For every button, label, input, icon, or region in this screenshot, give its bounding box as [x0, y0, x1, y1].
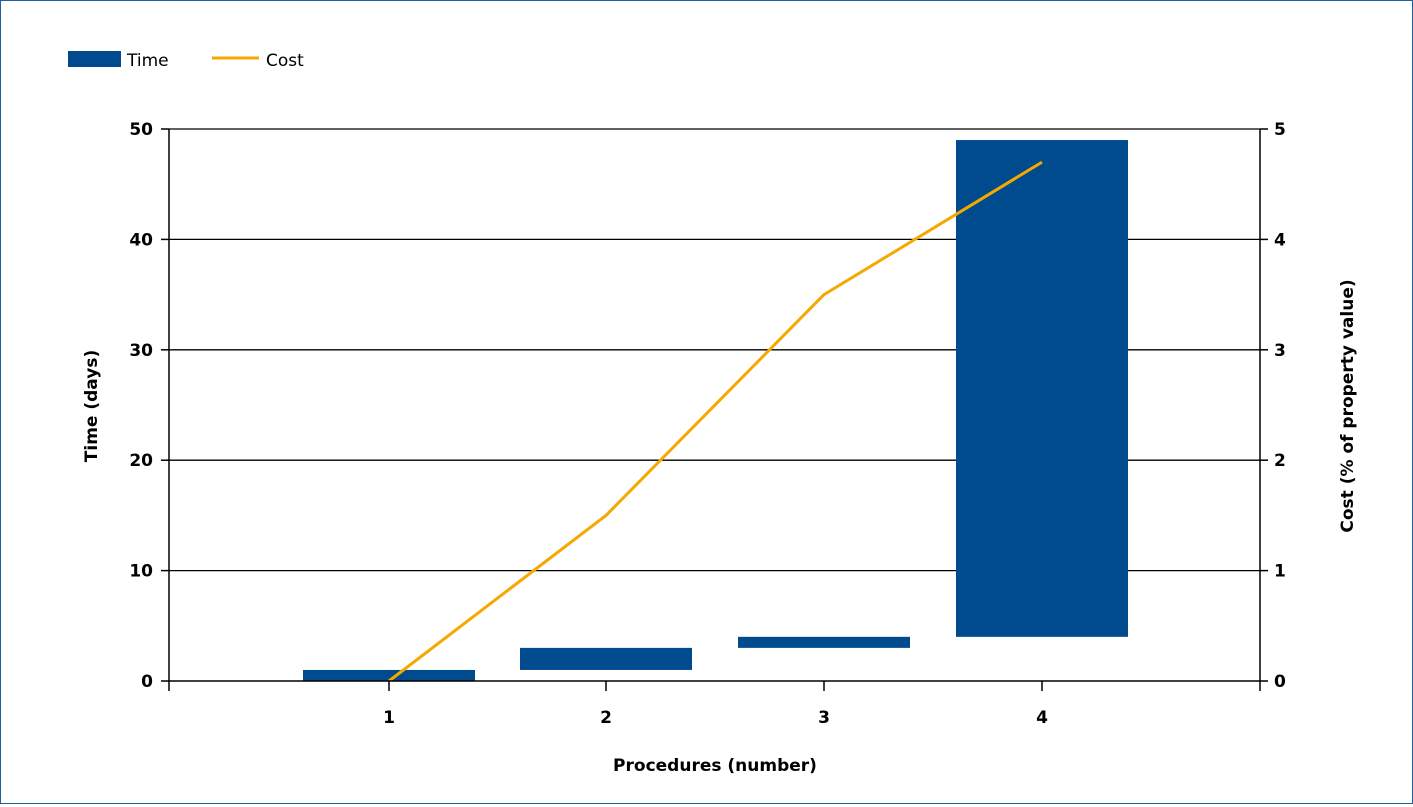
y-tick-label: 20	[129, 451, 153, 471]
time-bar	[520, 647, 692, 670]
axes	[161, 128, 1268, 691]
y2-tick-label: 1	[1274, 562, 1286, 582]
x-tick-label: 2	[600, 708, 612, 728]
legend-label-cost: Cost	[266, 51, 304, 71]
time-bar	[303, 669, 475, 681]
y-tick-label: 40	[129, 230, 153, 250]
x-axis-title: Procedures (number)	[613, 756, 817, 776]
time-bars	[303, 140, 1128, 681]
legend: Time Cost	[68, 51, 304, 71]
y2-tick-label: 4	[1274, 230, 1286, 250]
y-tick-label: 10	[129, 562, 153, 582]
x-tick-label: 4	[1036, 708, 1048, 728]
cost-line-group	[388, 160, 1043, 683]
legend-label-time: Time	[126, 51, 169, 71]
y2-tick-label: 0	[1274, 672, 1286, 692]
x-tick-label: 3	[818, 708, 830, 728]
y2-tick-label: 3	[1274, 341, 1286, 361]
y-tick-label: 30	[129, 341, 153, 361]
y-tick-label: 0	[141, 672, 153, 692]
y2-axis-title: Cost (% of property value)	[1338, 279, 1358, 532]
cost-line	[388, 160, 1043, 683]
legend-swatch-time	[68, 51, 121, 67]
y-tick-label: 50	[129, 120, 153, 140]
y-axis-title: Time (days)	[82, 350, 102, 462]
tick-labels: 0 10 20 30 40 50 0 1 2 3 4 5 1 2 3 4	[129, 120, 1286, 728]
y2-tick-label: 2	[1274, 451, 1286, 471]
time-bar	[738, 636, 910, 648]
x-tick-label: 1	[383, 708, 395, 728]
time-bar	[956, 140, 1128, 637]
y2-tick-label: 5	[1274, 120, 1286, 140]
